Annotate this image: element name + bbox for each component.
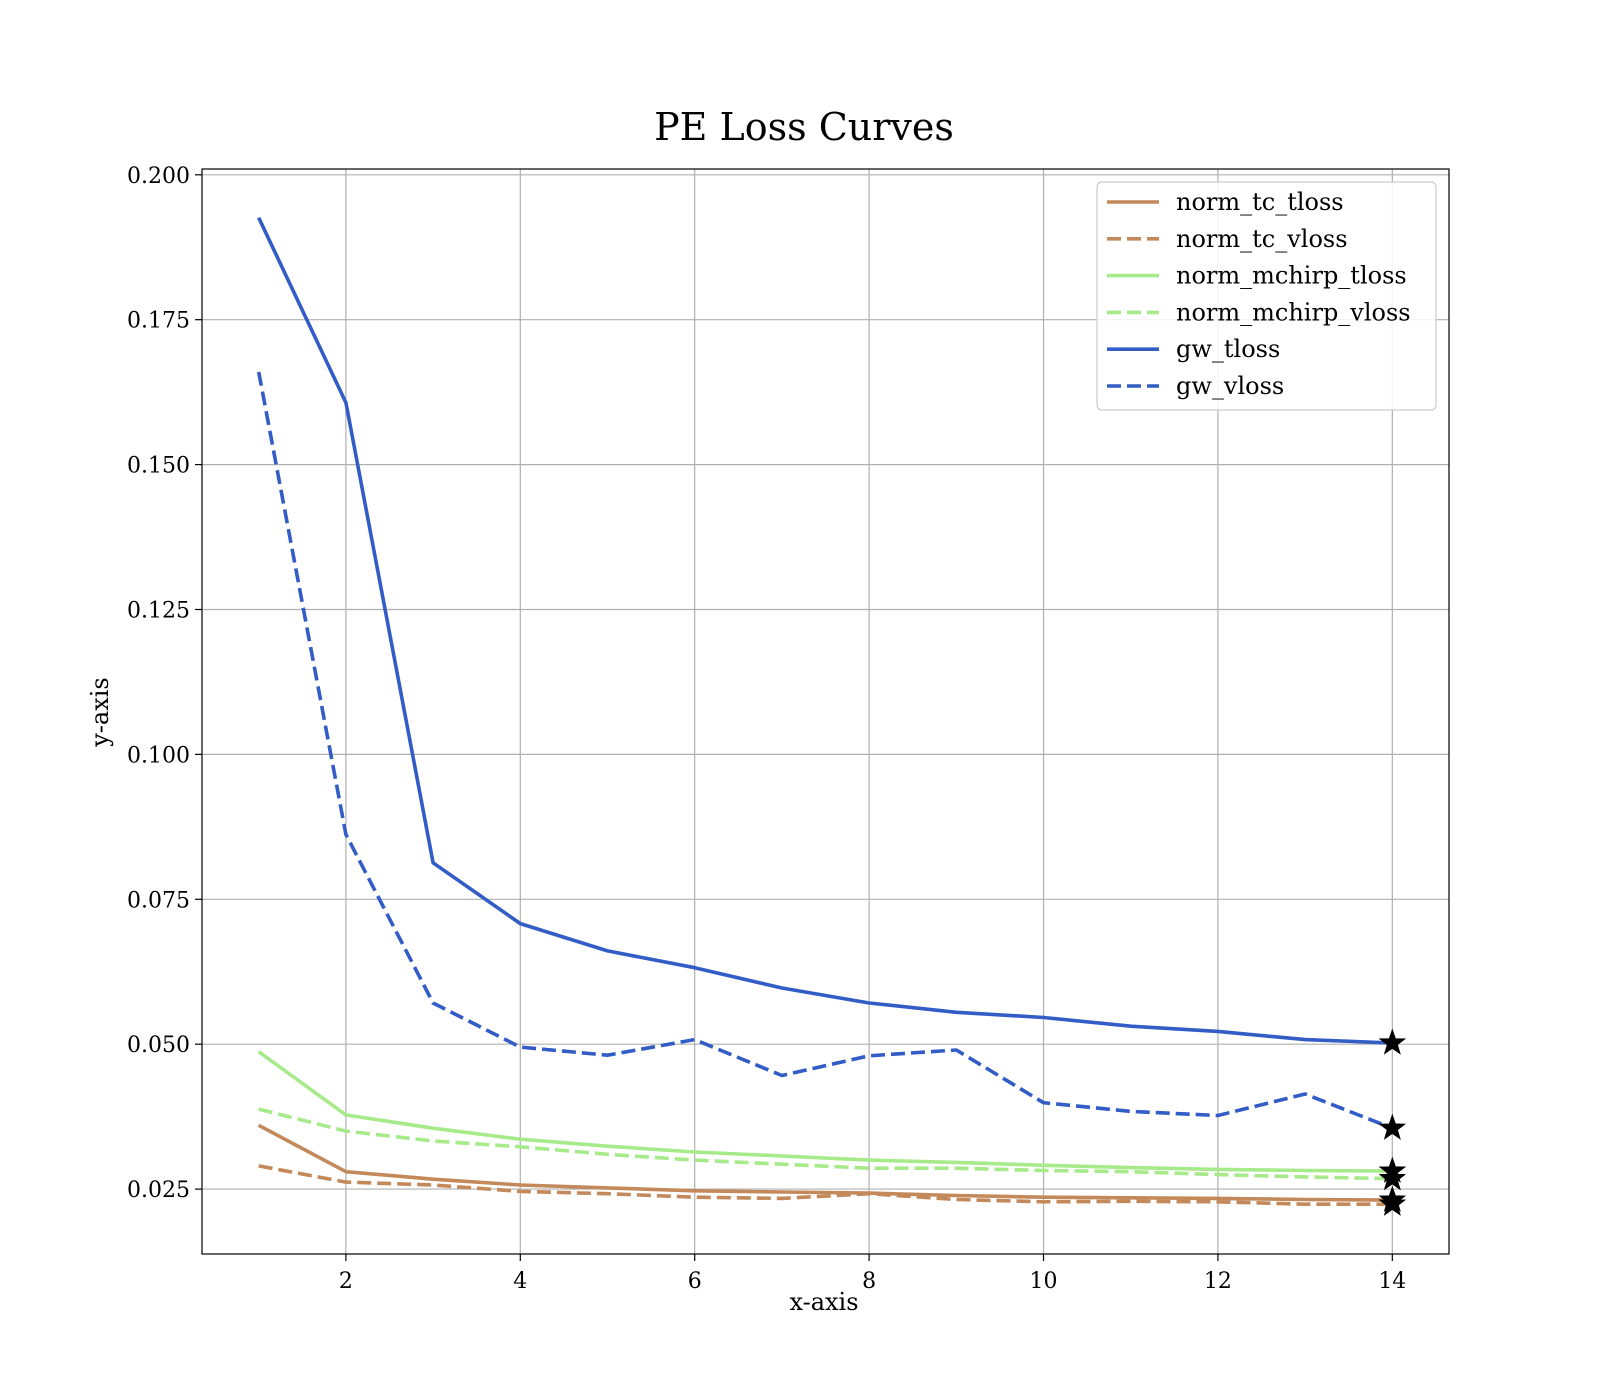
x-tick-label: 2 — [339, 1269, 353, 1294]
chart-title: PE Loss Curves — [654, 105, 954, 149]
x-tick-label: 14 — [1378, 1269, 1406, 1294]
legend-box — [1096, 181, 1437, 411]
y-tick-label: 0.175 — [127, 309, 190, 334]
x-tick-label: 12 — [1204, 1269, 1232, 1294]
y-axis-ticks: 0.025 0.050 0.075 0.100 0.125 0.150 0.175 0.200 — [127, 164, 202, 1203]
legend-label-gw_vloss: gw_vloss — [1176, 372, 1284, 400]
y-tick-label: 0.025 — [127, 1178, 190, 1203]
series-line-norm_mchirp_tloss — [257, 1050, 1393, 1173]
y-tick-label: 0.050 — [127, 1033, 190, 1058]
y-tick-label: 0.075 — [127, 888, 190, 913]
legend-label-norm_mchirp_tloss: norm_mchirp_tloss — [1176, 262, 1407, 290]
final-point-star-marker — [1378, 1164, 1407, 1191]
x-tick-label: 8 — [862, 1269, 876, 1294]
legend-label-norm_tc_tloss: norm_tc_tloss — [1176, 188, 1344, 216]
final-point-star-marker — [1378, 1189, 1407, 1216]
y-tick-label: 0.150 — [127, 454, 190, 479]
series-line-norm_mchirp_vloss — [258, 1107, 1393, 1181]
x-axis-label: x-axis — [789, 1288, 858, 1316]
marker-layer — [1378, 1028, 1407, 1216]
x-axis-ticks: 2 4 6 8 10 12 14 — [339, 1254, 1406, 1294]
y-tick-label: 0.100 — [127, 743, 190, 768]
final-point-star-marker — [1378, 1113, 1407, 1140]
legend-label-norm_tc_vloss: norm_tc_vloss — [1176, 225, 1348, 253]
x-tick-label: 6 — [688, 1269, 702, 1294]
series-layer — [256, 216, 1393, 1206]
series-line-norm_tc_vloss — [258, 1164, 1393, 1206]
y-tick-label: 0.125 — [127, 598, 190, 623]
legend: norm_tc_tloss norm_tc_vloss norm_mchirp_tl… — [1096, 181, 1437, 411]
plot-frame — [201, 168, 1450, 1255]
y-tick-label: 0.200 — [127, 164, 190, 189]
x-tick-label: 4 — [513, 1269, 527, 1294]
series-line-gw_vloss — [256, 371, 1393, 1130]
y-axis-label: y-axis — [86, 677, 114, 748]
x-tick-label: 10 — [1030, 1269, 1058, 1294]
legend-label-gw_tloss: gw_tloss — [1176, 335, 1280, 363]
final-point-star-marker — [1378, 1028, 1407, 1055]
series-line-norm_tc_tloss — [257, 1123, 1393, 1202]
legend-label-norm_mchirp_vloss: norm_mchirp_vloss — [1176, 298, 1411, 326]
series-line-gw_tloss — [257, 216, 1393, 1045]
